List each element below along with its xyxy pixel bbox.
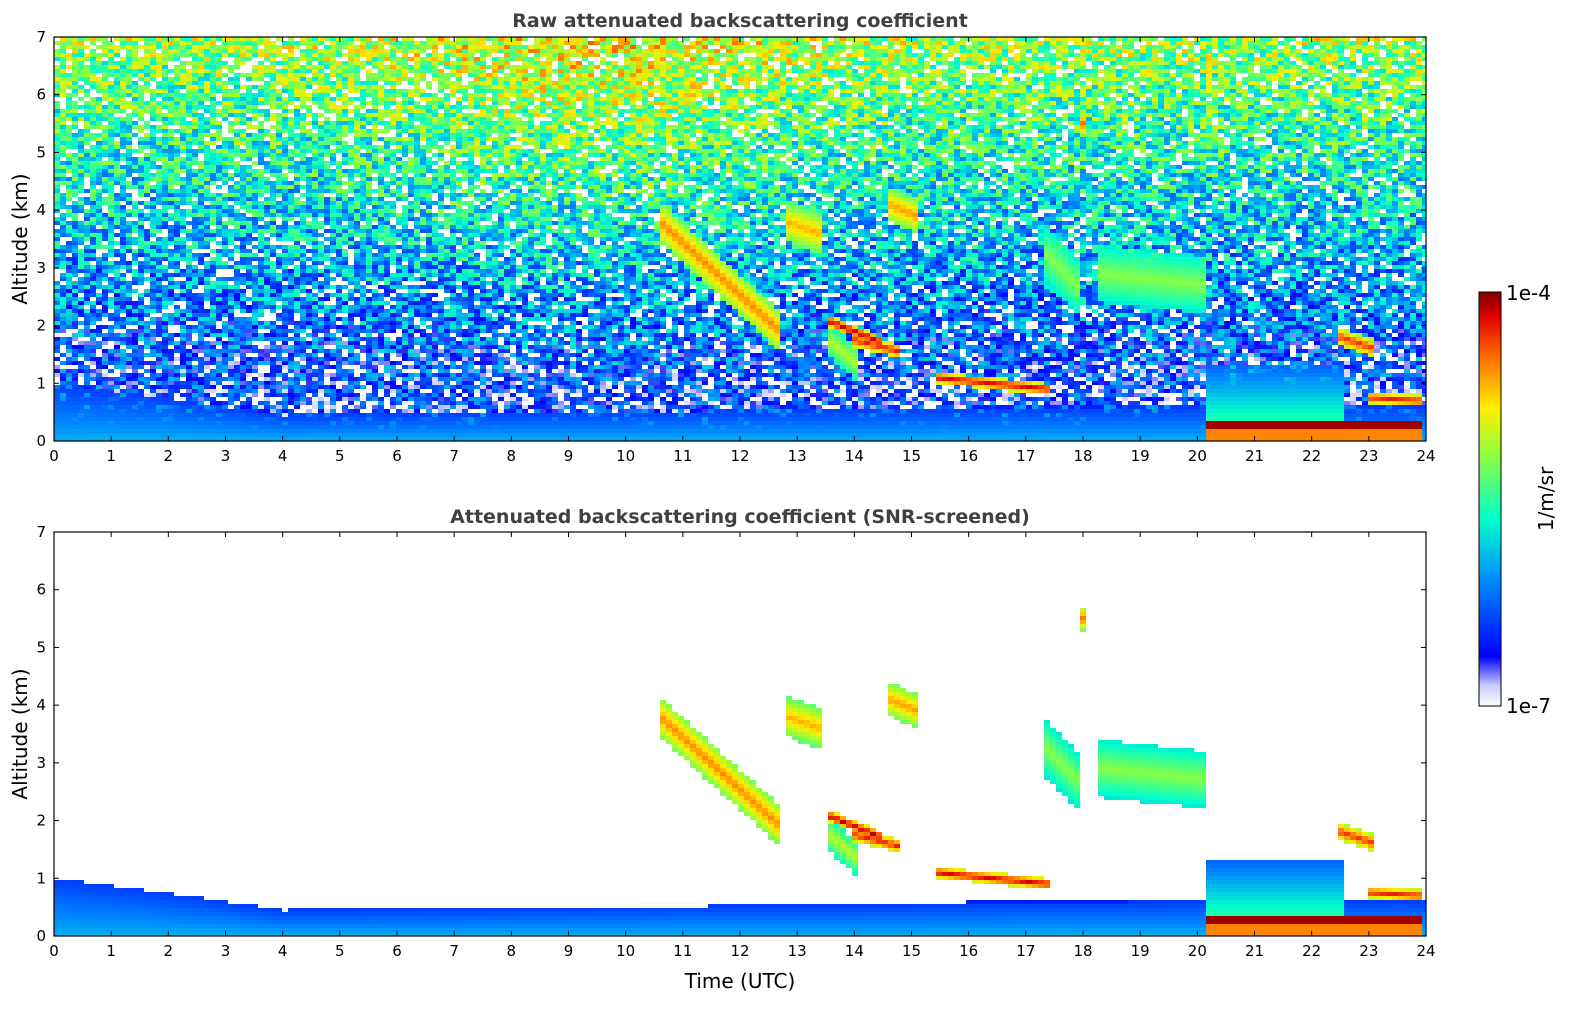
x-tick-label: 17 xyxy=(1016,942,1035,960)
y-tick-label: 1 xyxy=(36,869,46,887)
x-tick-label: 21 xyxy=(1245,447,1264,465)
x-tick-label: 5 xyxy=(335,942,345,960)
x-tick-label: 14 xyxy=(845,942,864,960)
x-tick-label: 0 xyxy=(49,942,59,960)
x-tick-label: 14 xyxy=(845,447,864,465)
x-tick-label: 19 xyxy=(1131,942,1150,960)
x-tick-label: 11 xyxy=(673,447,692,465)
colorbar-gradient xyxy=(1478,291,1502,707)
y-tick-label: 7 xyxy=(36,28,46,46)
x-tick-label: 1 xyxy=(106,942,116,960)
x-tick-label: 16 xyxy=(959,447,978,465)
x-tick-label: 13 xyxy=(788,447,807,465)
x-tick-label: 17 xyxy=(1016,447,1035,465)
y-tick-label: 7 xyxy=(36,523,46,541)
y-tick-label: 4 xyxy=(36,201,46,219)
panel-screened-ylabel: Altitude (km) xyxy=(8,668,32,799)
x-tick-label: 20 xyxy=(1188,447,1207,465)
x-tick-label: 4 xyxy=(278,942,288,960)
panel-raw: Raw attenuated backscattering coefficien… xyxy=(8,10,1436,465)
x-tick-label: 18 xyxy=(1073,447,1092,465)
x-tick-label: 9 xyxy=(564,942,574,960)
y-tick-label: 5 xyxy=(36,143,46,161)
x-tick-label: 10 xyxy=(616,447,635,465)
panel-raw-title: Raw attenuated backscattering coefficien… xyxy=(512,10,968,32)
y-tick-label: 3 xyxy=(36,259,46,277)
x-tick-label: 11 xyxy=(673,942,692,960)
y-tick-label: 0 xyxy=(36,432,46,450)
x-tick-label: 21 xyxy=(1245,942,1264,960)
x-tick-label: 2 xyxy=(164,942,174,960)
x-tick-label: 12 xyxy=(730,447,749,465)
x-tick-label: 24 xyxy=(1416,447,1435,465)
colorbar-unit-label: 1/m/sr xyxy=(1534,466,1558,531)
x-tick-label: 8 xyxy=(507,942,517,960)
y-tick-label: 6 xyxy=(36,86,46,104)
x-tick-label: 6 xyxy=(392,942,402,960)
x-tick-label: 24 xyxy=(1416,942,1435,960)
x-tick-label: 19 xyxy=(1131,447,1150,465)
x-tick-label: 22 xyxy=(1302,942,1321,960)
x-tick-label: 20 xyxy=(1188,942,1207,960)
x-tick-label: 23 xyxy=(1359,447,1378,465)
y-tick-label: 6 xyxy=(36,581,46,599)
panel-screened-xlabel: Time (UTC) xyxy=(684,969,796,993)
x-tick-label: 5 xyxy=(335,447,345,465)
x-tick-label: 9 xyxy=(564,447,574,465)
y-tick-label: 4 xyxy=(36,696,46,714)
x-tick-label: 8 xyxy=(507,447,517,465)
colorbar-min-label: 1e-7 xyxy=(1506,694,1551,718)
y-tick-label: 0 xyxy=(36,927,46,945)
y-tick-label: 1 xyxy=(36,374,46,392)
x-tick-label: 23 xyxy=(1359,942,1378,960)
x-tick-label: 16 xyxy=(959,942,978,960)
y-tick-label: 5 xyxy=(36,638,46,656)
y-tick-label: 2 xyxy=(36,812,46,830)
panel-screened-ticks: 0 1 2 3 4 5 6 7 8 9 10 11 12 13 14 15 16 17 18 19 20 21 22 23 24… xyxy=(36,523,1435,960)
x-tick-label: 4 xyxy=(278,447,288,465)
x-tick-label: 13 xyxy=(788,942,807,960)
x-tick-label: 0 xyxy=(49,447,59,465)
panel-screened-heatmap xyxy=(54,608,1426,936)
panel-screened-title: Attenuated backscattering coefficient (S… xyxy=(450,506,1030,528)
x-tick-label: 10 xyxy=(616,942,635,960)
x-tick-label: 7 xyxy=(449,447,459,465)
x-tick-label: 7 xyxy=(449,942,459,960)
x-tick-label: 2 xyxy=(164,447,174,465)
x-tick-label: 18 xyxy=(1073,942,1092,960)
y-tick-label: 3 xyxy=(36,754,46,772)
panel-raw-ylabel: Altitude (km) xyxy=(8,173,32,304)
panel-screened: Attenuated backscattering coefficient (S… xyxy=(8,506,1436,993)
y-tick-label: 2 xyxy=(36,317,46,335)
colorbar-max-label: 1e-4 xyxy=(1506,281,1551,305)
x-tick-label: 3 xyxy=(221,447,231,465)
x-tick-label: 12 xyxy=(730,942,749,960)
x-tick-label: 6 xyxy=(392,447,402,465)
x-tick-label: 22 xyxy=(1302,447,1321,465)
colorbar: 1e-4 1e-7 1/m/sr xyxy=(1478,281,1558,718)
x-tick-label: 1 xyxy=(106,447,116,465)
x-tick-label: 15 xyxy=(902,942,921,960)
x-tick-label: 3 xyxy=(221,942,231,960)
panel-raw-heatmap xyxy=(54,37,1426,441)
x-tick-label: 15 xyxy=(902,447,921,465)
panel-raw-ticks: 0 1 2 3 4 5 6 7 8 9 10 11 12 13 14 15 16 17 18 19 20 21 22 23 24… xyxy=(36,28,1435,465)
